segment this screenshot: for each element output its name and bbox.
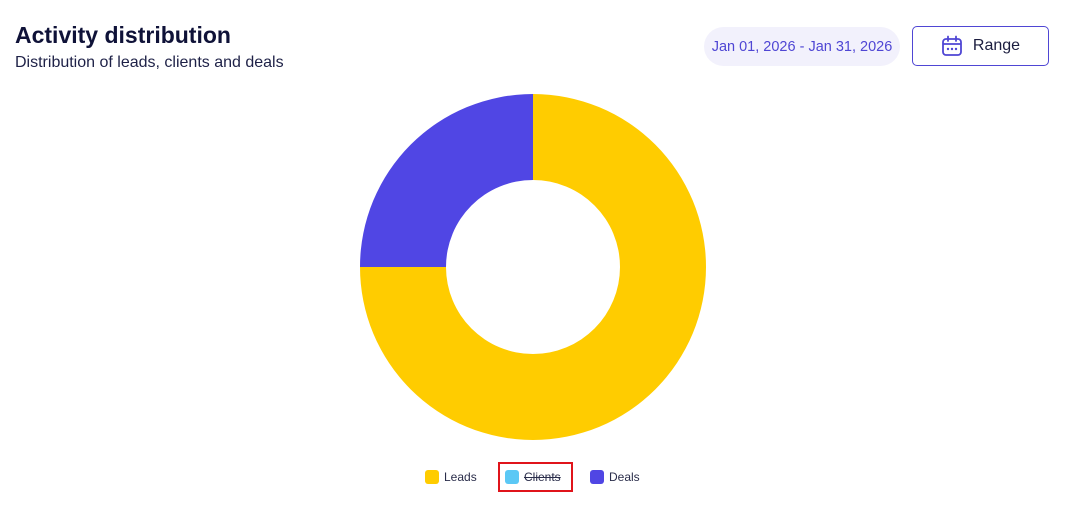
legend-swatch <box>425 470 439 484</box>
card-header: Activity distribution Distribution of le… <box>15 20 284 74</box>
legend-swatch <box>590 470 604 484</box>
chart-legend: Leads Clients Deals <box>0 462 1073 492</box>
range-button-label: Range <box>972 37 1021 54</box>
slice-leads[interactable] <box>360 94 706 440</box>
slice-deals[interactable] <box>360 94 533 267</box>
legend-label: Leads <box>444 470 477 484</box>
page-title: Activity distribution <box>15 22 231 48</box>
legend-swatch <box>505 470 519 484</box>
legend-item-deals[interactable]: Deals <box>590 462 640 492</box>
range-button[interactable]: Range <box>912 26 1049 66</box>
doughnut-chart <box>360 94 706 440</box>
date-range-badge: Jan 01, 2026 - Jan 31, 2026 <box>704 27 900 66</box>
legend-item-leads[interactable]: Leads <box>425 462 477 492</box>
legend-item-clients[interactable]: Clients <box>498 462 573 492</box>
page-subtitle: Distribution of leads, clients and deals <box>15 54 284 71</box>
calendar-icon <box>941 35 963 57</box>
legend-label: Deals <box>609 470 640 484</box>
legend-label: Clients <box>524 470 561 484</box>
